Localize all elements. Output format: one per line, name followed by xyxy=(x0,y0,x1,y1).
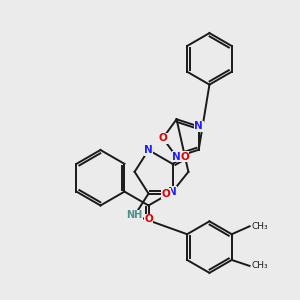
Text: N: N xyxy=(144,145,153,155)
Text: N: N xyxy=(168,187,177,196)
Text: CH₃: CH₃ xyxy=(252,261,268,270)
Text: O: O xyxy=(180,152,189,162)
Text: CH₃: CH₃ xyxy=(252,222,268,231)
Text: N: N xyxy=(172,152,181,162)
Text: O: O xyxy=(158,133,167,143)
Text: NH: NH xyxy=(127,210,143,220)
Text: O: O xyxy=(162,189,171,199)
Text: N: N xyxy=(194,122,203,131)
Text: O: O xyxy=(144,214,153,224)
